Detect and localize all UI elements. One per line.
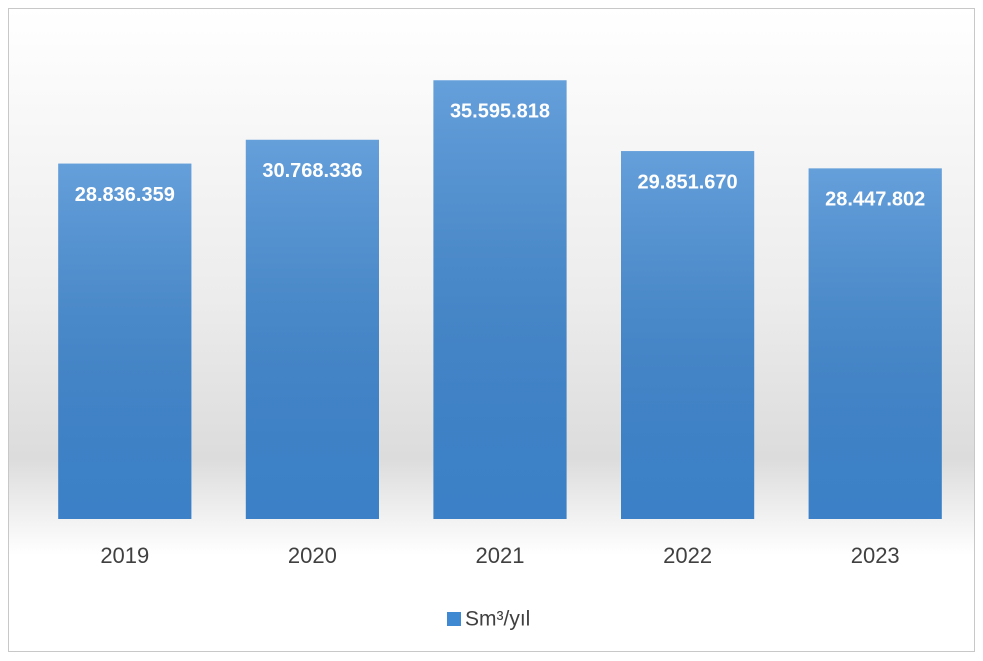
x-tick-label: 2022	[663, 543, 712, 568]
bar	[433, 80, 567, 519]
data-label: 29.851.670	[638, 171, 738, 193]
x-tick-label: 2019	[100, 543, 149, 568]
bar	[808, 168, 942, 519]
x-tick-label: 2021	[476, 543, 525, 568]
bar	[245, 139, 379, 519]
legend-label: Sm³/yıl	[465, 608, 530, 631]
bar	[621, 151, 755, 519]
data-label: 30.768.336	[262, 160, 362, 182]
x-tick-label: 2020	[288, 543, 337, 568]
legend-swatch	[447, 612, 461, 626]
x-tick-label: 2023	[851, 543, 900, 568]
data-label: 28.836.359	[75, 184, 175, 206]
data-label: 28.447.802	[825, 189, 925, 211]
bar	[58, 163, 192, 520]
data-label: 35.595.818	[450, 101, 550, 123]
